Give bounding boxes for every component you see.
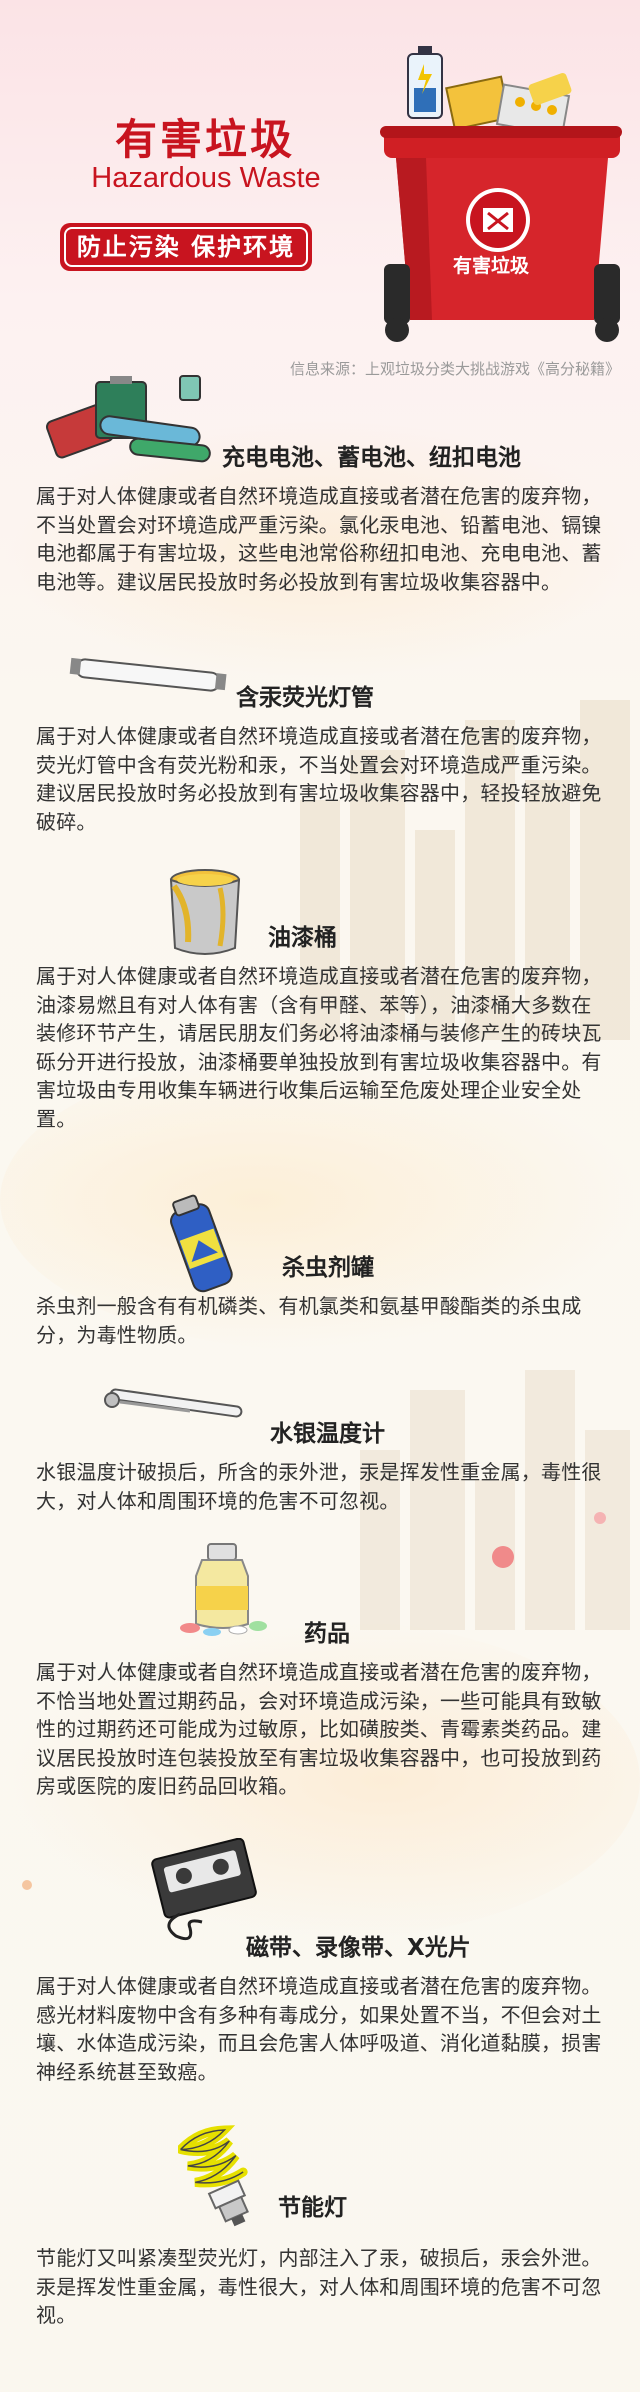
item-description: 属于对人体健康或者自然环境造成直接或者潜在危害的废弃物，油漆易燃且有对人体有害（… [36, 964, 602, 1131]
item-description: 节能灯又叫紧凑型荧光灯，内部注入了汞，破损后，汞会外泄。汞是挥发性重金属，毒性很… [36, 2246, 602, 2327]
item-title: 水银温度计 [270, 1421, 385, 1447]
item-title: 药品 [304, 1621, 350, 1647]
paint-bucket-icon [169, 869, 241, 955]
item-description: 属于对人体健康或者自然环境造成直接或者潜在危害的废弃物，荧光灯管中含有荧光粉和汞… [36, 724, 602, 834]
spray-can-icon [170, 1194, 233, 1293]
energy-saving-lamp-icon [178, 2125, 249, 2227]
item-description: 属于对人体健康或者自然环境造成直接或者潜在危害的废弃物，不恰当地处置过期药品，会… [36, 1660, 602, 1798]
item-title: 油漆桶 [268, 925, 337, 951]
item-description: 水银温度计破损后，所含的汞外泄，汞是挥发性重金属，毒性很大，对人体和周围环境的危… [36, 1460, 602, 1513]
cassette-icon [151, 1838, 257, 1941]
slogan-badge: 防止污染 保护环境 [60, 223, 312, 271]
page-subtitle: Hazardous Waste [91, 162, 321, 194]
medicine-icon [180, 1543, 267, 1636]
background-cityscape [360, 1370, 630, 1630]
decorative-dot [22, 1880, 32, 1890]
item-description: 属于对人体健康或者自然环境造成直接或者潜在危害的废弃物，不当处置会对环境造成严重… [36, 484, 602, 594]
battery-icon [46, 375, 211, 463]
item-title: 杀虫剂罐 [282, 1255, 374, 1281]
page-title: 有害垃圾 [114, 115, 295, 164]
background-wave [0, 1620, 640, 1940]
item-description: 属于对人体健康或者自然环境造成直接或者潜在危害的废弃物。感光材料废物中含有多种有… [36, 1974, 602, 2084]
hazardous-bin-icon [380, 46, 622, 342]
decorative-dot [492, 1546, 514, 1568]
item-title: 充电电池、蓄电池、纽扣电池 [222, 445, 521, 471]
background-wave [0, 1050, 640, 1350]
background-wave [0, 420, 640, 680]
item-title: 磁带、录像带、X光片 [246, 1935, 471, 1961]
item-title: 含汞荧光灯管 [236, 685, 374, 711]
fluorescent-tube-icon [69, 657, 227, 692]
item-title: 节能灯 [278, 2195, 347, 2221]
background-cityscape [300, 700, 630, 1040]
decorative-dot [594, 1512, 606, 1524]
thermometer-icon [104, 1388, 243, 1418]
bin-label: 有害垃圾 [452, 255, 529, 277]
source-note: 信息来源：上观垃圾分类大挑战游戏《高分秘籍》 [289, 360, 620, 378]
item-description: 杀虫剂一般含有有机磷类、有机氯类和氨基甲酸酯类的杀虫成分，为毒性物质。 [36, 1294, 582, 1347]
